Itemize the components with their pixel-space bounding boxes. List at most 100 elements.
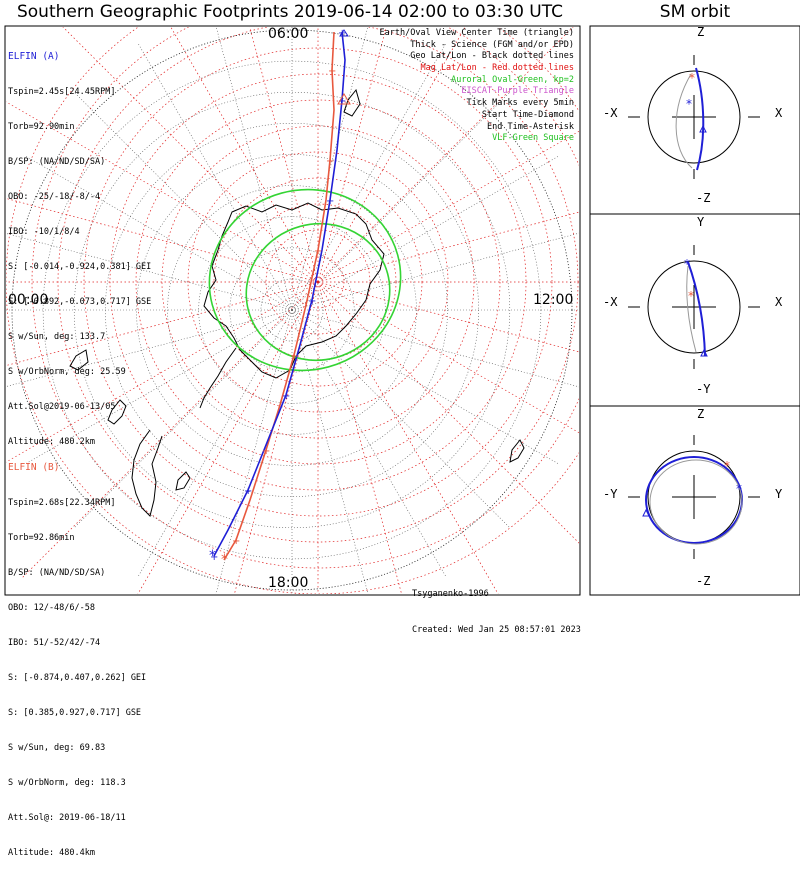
elfin-a-tick: + bbox=[338, 96, 346, 107]
sm3-triangle bbox=[642, 508, 650, 517]
sm1-elfin-a-orbit bbox=[695, 67, 705, 171]
elfin-b-view-triangle bbox=[337, 93, 351, 105]
mag-meridian bbox=[317, 281, 402, 594]
island-outline bbox=[175, 471, 191, 491]
elfin-a-name: ELFIN (A) bbox=[8, 51, 60, 63]
sm3-elfin-b-orbit bbox=[649, 459, 743, 545]
model-credit: Tsyganenko-1996 bbox=[412, 589, 489, 600]
legend-entry: Tick Marks every 5min bbox=[466, 98, 574, 109]
elfin-a-line: S: [-0.892,-0.073,0.717] GSE bbox=[8, 297, 152, 308]
geo-lat-circle bbox=[136, 154, 448, 466]
elfin-a-info: ELFIN (A) Tspin=2.45s[24.45RPM] Torb=92.… bbox=[8, 28, 151, 461]
elfin-a-track bbox=[213, 31, 346, 557]
elfin-b-tick: + bbox=[290, 351, 298, 362]
legend-entry: VLF-Green Square bbox=[492, 133, 574, 144]
mag-lat-circle bbox=[187, 151, 449, 413]
elfin-b-line: Altitude: 480.4km bbox=[8, 848, 95, 859]
geo-meridian bbox=[215, 27, 293, 311]
hour-label-top: 06:00 bbox=[268, 26, 309, 42]
sm-orbit-panels: * * * * * * bbox=[628, 55, 760, 559]
geo-meridian bbox=[291, 155, 559, 311]
elfin-b-line: Att.Sol@: 2019-06-18/11 bbox=[8, 813, 126, 824]
sm3-elfin-a-asterisk: * bbox=[736, 482, 742, 496]
elfin-a-end-asterisk: * bbox=[209, 548, 216, 564]
elfin-b-tick: + bbox=[262, 446, 270, 457]
elfin-b-line: S w/Sun, deg: 69.83 bbox=[8, 743, 106, 754]
sm-panel-frame-3 bbox=[589, 405, 800, 596]
island-outline bbox=[343, 88, 361, 117]
sm2-elfin-a-asterisk: * bbox=[684, 257, 690, 271]
mag-meridian bbox=[317, 281, 579, 434]
elfin-a-tick: + bbox=[326, 196, 334, 207]
south-america-tip bbox=[131, 429, 163, 517]
sm1-elfin-b-orbit bbox=[675, 73, 693, 169]
geo-lat-circle bbox=[229, 247, 355, 373]
sm1-triangle bbox=[699, 124, 707, 133]
map-frame bbox=[4, 25, 581, 596]
elfin-a-line: Tspin=2.45s[24.45RPM] bbox=[8, 86, 116, 97]
legend-entry: Earth/Oval View Center Time (triangle) bbox=[379, 28, 574, 38]
elfin-a-tick: + bbox=[210, 552, 218, 563]
sm2-earth-circle bbox=[647, 260, 741, 354]
elfin-b-track bbox=[223, 31, 335, 561]
elfin-a-line: B/SP: (NA/ND/SD/SA) bbox=[8, 156, 106, 167]
elfin-a-line: Torb=92.90min bbox=[8, 121, 75, 132]
legend-entry: Geo Lat/Lon - Black dotted lines bbox=[410, 51, 574, 62]
sm3-right-label: Y bbox=[775, 487, 783, 501]
mag-lat-circle bbox=[31, 27, 579, 569]
legend-entry: Thick - Science (FGM and/or EPD) bbox=[410, 39, 574, 50]
geo-meridian bbox=[73, 91, 293, 311]
legend-entry: End Time-Asterisk bbox=[487, 121, 574, 132]
elfin-b-line: B/SP: (NA/ND/SD/SA) bbox=[8, 567, 106, 578]
sm1-right-label: X bbox=[775, 106, 783, 120]
geo-lat-circle bbox=[73, 91, 511, 529]
geo-meridian bbox=[291, 309, 511, 529]
sm2-triangle bbox=[700, 348, 708, 357]
sm1-bottom-label: -Z bbox=[696, 191, 711, 205]
legend-entry: Auroral Oval-Green, kp=2 bbox=[451, 74, 574, 85]
sm-panel-frame-1 bbox=[589, 25, 800, 215]
geo-meridian bbox=[137, 309, 293, 577]
chart-title: Southern Geographic Footprints 2019-06-1… bbox=[16, 2, 563, 22]
geo-meridian bbox=[25, 309, 293, 465]
mag-lat-circle bbox=[239, 203, 397, 361]
created-credit: Created: Wed Jan 25 08:57:01 2023 bbox=[412, 624, 581, 635]
elfin-a-line: S w/OrbNorm, deg: 25.59 bbox=[8, 367, 126, 378]
elfin-b-line: OBO: 12/-48/6/-58 bbox=[8, 602, 95, 613]
elfin-a-line: S w/Sun, deg: 133.7 bbox=[8, 332, 106, 343]
geo-meridian bbox=[215, 309, 293, 594]
sm3-bottom-label: -Z bbox=[696, 574, 711, 588]
elfin-b-line: Tspin=2.68s[22.34RPM] bbox=[8, 497, 116, 508]
auroral-oval-outer bbox=[208, 188, 402, 372]
polar-map: +++++++++++++* * bbox=[6, 27, 579, 594]
antarctic-peninsula bbox=[199, 347, 237, 409]
auroral-oval-inner bbox=[245, 222, 391, 362]
elfin-a-tick: + bbox=[308, 296, 316, 307]
geo-meridian bbox=[137, 43, 293, 311]
elfin-b-tick: + bbox=[328, 66, 336, 77]
geo-lat-circle bbox=[260, 278, 324, 342]
elfin-b-line: Torb=92.86min bbox=[8, 532, 75, 543]
legend-entry: Start Time-Diamond bbox=[481, 109, 574, 120]
elfin-a-tick: + bbox=[282, 391, 290, 402]
geo-meridian bbox=[291, 91, 511, 311]
mag-meridian bbox=[317, 281, 579, 544]
sm2-elfin-b-orbit bbox=[686, 265, 697, 353]
mag-lat-circle bbox=[83, 47, 553, 517]
mag-lat-circle bbox=[291, 255, 345, 309]
sm3-top-label: Z bbox=[697, 407, 705, 421]
sm2-left-label: -X bbox=[603, 295, 618, 309]
elfin-a-line: Att.Sol@2019-06-13/05 bbox=[8, 402, 116, 413]
mag-lat-circle bbox=[135, 99, 501, 465]
island-outline bbox=[107, 399, 127, 425]
elfin-b-info: ELFIN (B) Tspin=2.68s[22.34RPM] Torb=92.… bbox=[8, 439, 146, 872]
elfin-a-line: Altitude: 480.2km bbox=[8, 437, 95, 448]
legend: Earth/Oval View Center Time (triangle) Th… bbox=[380, 28, 574, 145]
sm1-top-label: Z bbox=[697, 25, 705, 39]
geo-meridian bbox=[6, 309, 293, 387]
elfin-b-tick: + bbox=[314, 246, 322, 257]
sm2-elfin-a-orbit bbox=[687, 261, 706, 357]
elfin-a-line: S: [-0.014,-0.924,0.381] GEI bbox=[8, 261, 152, 272]
sm2-right-label: X bbox=[775, 295, 783, 309]
map-boundary bbox=[11, 29, 573, 591]
